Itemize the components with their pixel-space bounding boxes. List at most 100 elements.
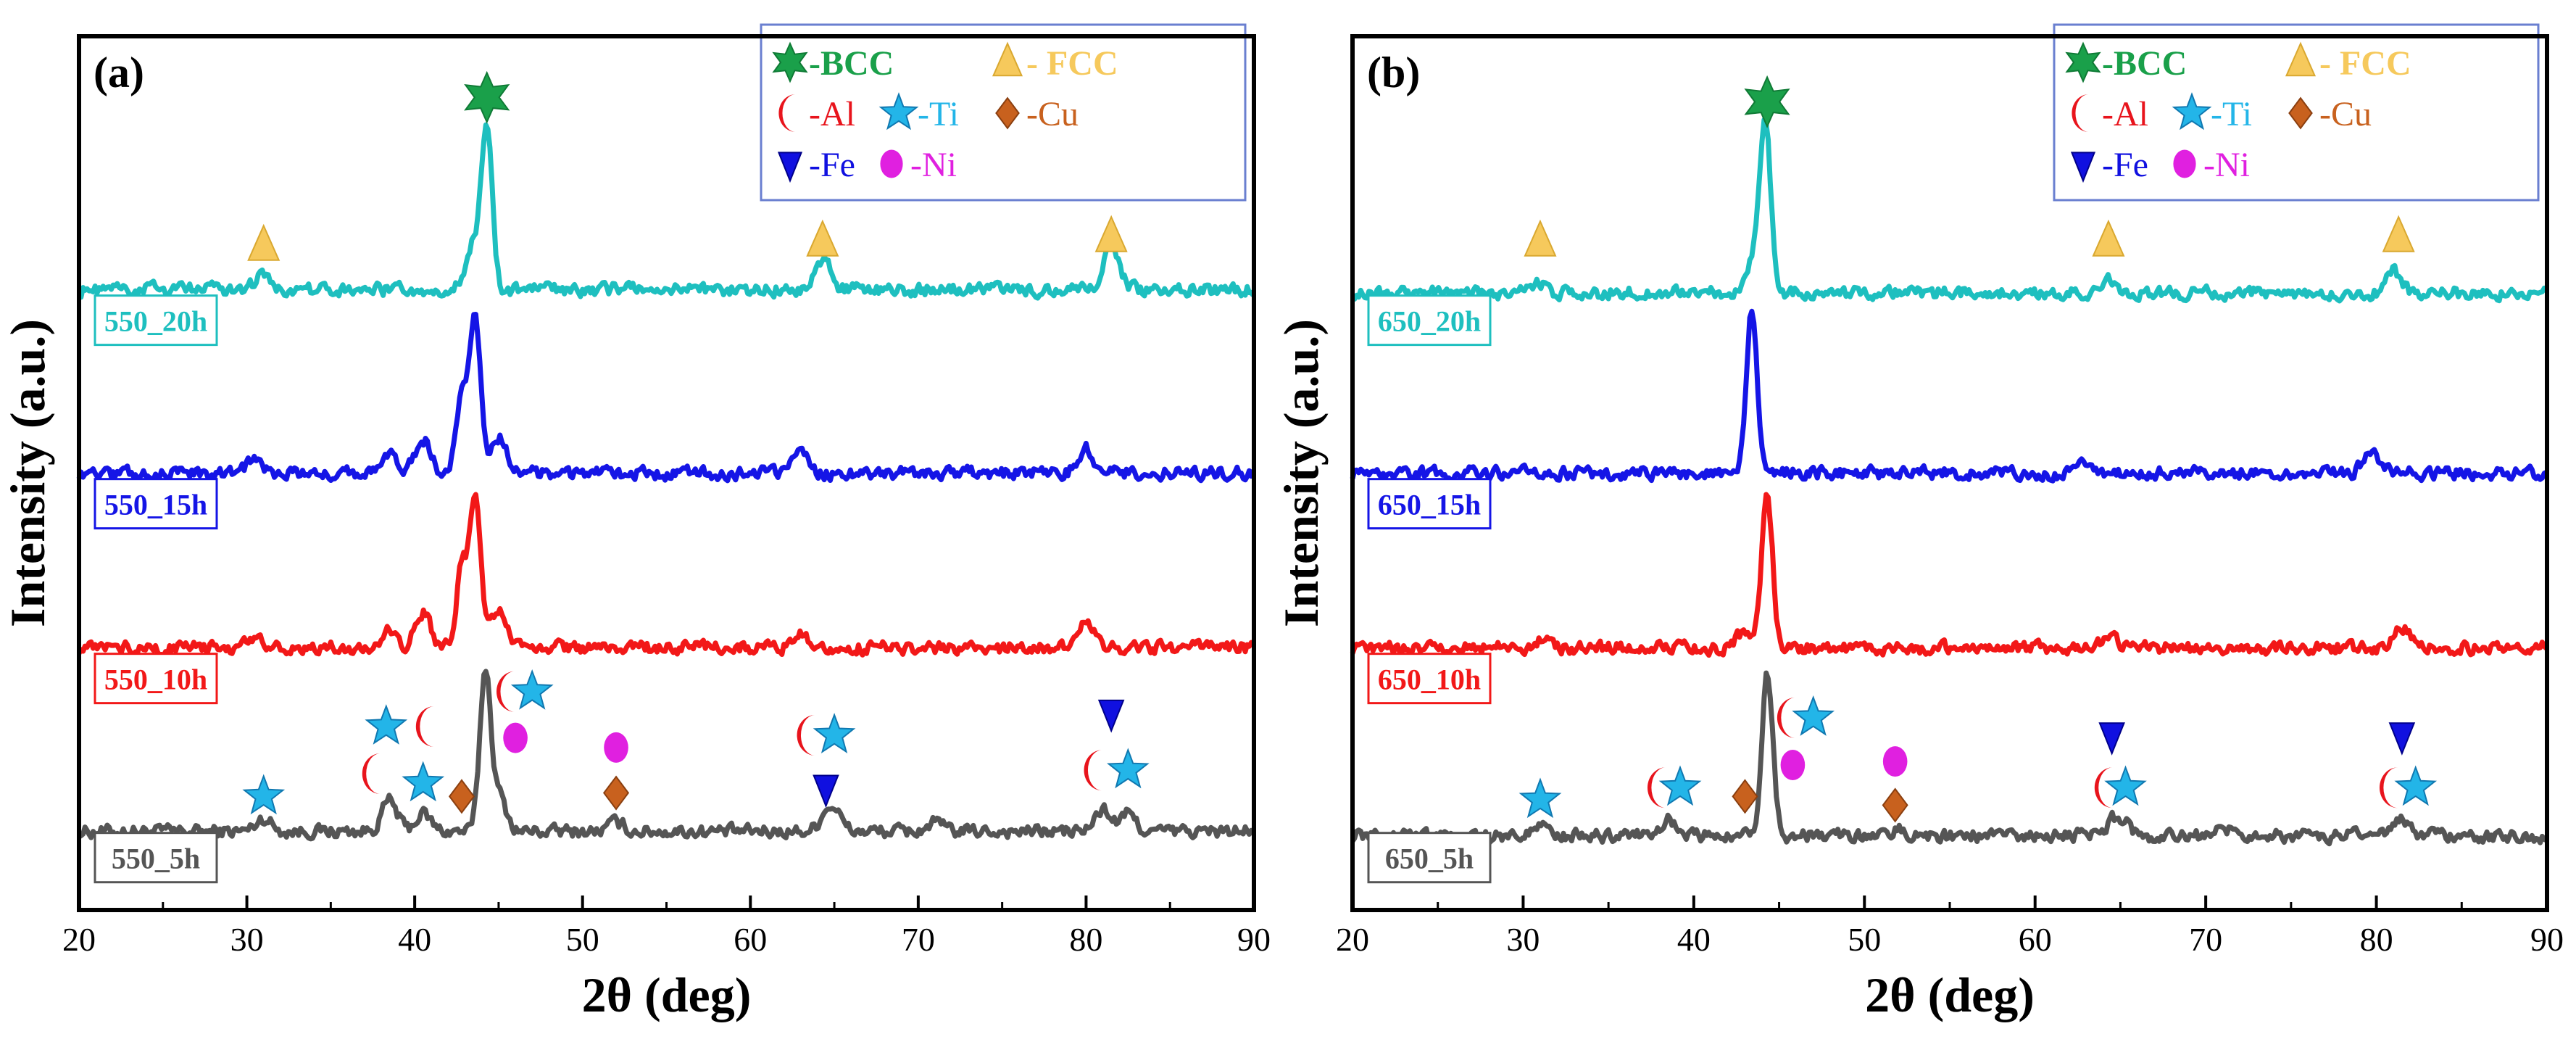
legend-label-al: -Al <box>809 95 855 133</box>
cu-marker-icon <box>448 779 475 814</box>
x-tick-label: 30 <box>1506 921 1540 958</box>
al-marker-icon <box>2379 767 2398 808</box>
ni-marker-icon <box>2173 149 2196 178</box>
x-tick-label: 80 <box>2360 921 2393 958</box>
legend-label-fe: -Fe <box>2102 146 2148 184</box>
sample-label-box <box>1367 478 1492 530</box>
fcc-marker-icon <box>992 41 1023 77</box>
legend-label-ni: -Ni <box>2203 146 2250 184</box>
x-tick-label: 50 <box>1848 921 1881 958</box>
series-line-550_10h <box>76 492 1255 658</box>
ti-marker-icon <box>878 92 919 131</box>
series-line-650_15h <box>1350 308 2548 484</box>
x-tick-label: 20 <box>1336 921 1369 958</box>
x-tick-label: 40 <box>1677 921 1711 958</box>
fe-marker-icon <box>2070 152 2096 183</box>
x-tick-label: 90 <box>1237 921 1271 958</box>
al-marker-icon <box>2072 94 2089 132</box>
ti-marker-icon <box>1792 695 1835 736</box>
sample-label-box <box>94 478 218 530</box>
al-marker-icon <box>797 715 815 756</box>
legend-label-ti: -Ti <box>2211 95 2252 133</box>
series-line-650_20h <box>1352 117 2547 304</box>
bcc-marker-icon <box>464 70 510 124</box>
legend-label-ni: -Ni <box>910 146 957 184</box>
x-tick-label: 70 <box>902 921 935 958</box>
al-marker-icon <box>496 671 515 712</box>
fcc-marker-icon <box>1094 215 1128 252</box>
al-marker-icon <box>1084 750 1102 791</box>
bcc-marker-icon <box>2065 41 2101 83</box>
x-tick-label: 20 <box>62 921 96 958</box>
legend-label-ti: -Ti <box>918 95 959 133</box>
cu-marker-icon <box>602 775 630 811</box>
fcc-marker-icon <box>2382 215 2415 252</box>
ti-marker-icon <box>2394 765 2438 806</box>
bcc-marker-icon <box>772 41 808 83</box>
ni-marker-icon <box>604 732 628 763</box>
legend-box <box>760 23 1247 202</box>
ti-marker-icon <box>2104 765 2147 806</box>
ti-marker-icon <box>365 704 408 745</box>
ni-marker-icon <box>1882 746 1908 777</box>
ti-marker-icon <box>242 774 286 815</box>
al-marker-icon <box>778 94 796 132</box>
cu-marker-icon <box>1882 787 1908 823</box>
al-marker-icon <box>415 706 435 747</box>
sample-label-box <box>94 653 218 705</box>
sample-label: 550_10h <box>104 663 207 696</box>
al-marker-icon <box>362 753 381 795</box>
legend-label-bcc: -BCC <box>809 44 894 83</box>
chart-panel-b: 650_5h 650_10h 650_15h 650_20h -BCC - FCC -Al -… <box>1274 23 2564 1022</box>
ti-marker-icon <box>510 669 554 710</box>
sample-label-box <box>1367 653 1492 705</box>
x-tick-label: 60 <box>2019 921 2052 958</box>
legend-box <box>2053 23 2540 202</box>
fe-marker-icon <box>777 152 803 183</box>
sample-label: 550_15h <box>104 489 207 521</box>
cu-marker-icon <box>2288 96 2313 130</box>
sample-label: 650_10h <box>1378 663 1481 696</box>
sample-label: 650_20h <box>1378 305 1481 338</box>
x-tick-label: 90 <box>2530 921 2564 958</box>
x-tick-label: 80 <box>1069 921 1102 958</box>
sample-label: 550_20h <box>104 305 207 338</box>
ti-marker-icon <box>813 713 856 754</box>
x-axis-label: 2θ (deg) <box>1865 967 2035 1022</box>
x-tick-label: 40 <box>398 921 431 958</box>
ni-marker-icon <box>1780 749 1806 780</box>
series-line-550_20h <box>77 122 1256 301</box>
ti-marker-icon <box>1106 748 1150 789</box>
sample-label: 550_5h <box>112 843 200 875</box>
sample-label: 650_15h <box>1378 489 1481 521</box>
ni-marker-icon <box>880 149 903 178</box>
al-marker-icon <box>2094 767 2113 808</box>
series-line-650_10h <box>1350 492 2548 658</box>
x-tick-label: 60 <box>734 921 767 958</box>
fcc-marker-icon <box>2092 219 2125 257</box>
series-line-550_5h <box>78 669 1254 842</box>
fcc-marker-icon <box>806 219 839 257</box>
x-axis-label: 2θ (deg) <box>582 967 752 1022</box>
x-tick-label: 30 <box>230 921 264 958</box>
fcc-marker-icon <box>1524 219 1557 257</box>
sample-label-box <box>94 294 218 347</box>
al-marker-icon <box>1647 767 1666 808</box>
fcc-marker-icon <box>247 223 281 261</box>
sample-label-box <box>1367 832 1492 884</box>
fe-marker-icon <box>813 774 839 808</box>
y-axis-label: Intensity (a.u.) <box>0 319 55 627</box>
series-line-550_15h <box>76 312 1256 484</box>
x-tick-label: 50 <box>566 921 599 958</box>
ti-marker-icon <box>1658 765 1702 806</box>
series-line-650_5h <box>1350 670 2548 847</box>
fcc-marker-icon <box>2285 41 2317 77</box>
panel-label: (b) <box>1367 49 1420 96</box>
cu-marker-icon <box>1732 779 1758 814</box>
bcc-marker-icon <box>1744 75 1790 128</box>
legend-label-cu: -Cu <box>2319 95 2372 133</box>
legend-label-fcc: - FCC <box>2319 44 2411 83</box>
chart-panel-a: 550_5h 550_10h 550_15h 550_20h -BCC - FCC -Al -… <box>0 23 1271 1022</box>
legend-label-fcc: - FCC <box>1026 44 1118 83</box>
